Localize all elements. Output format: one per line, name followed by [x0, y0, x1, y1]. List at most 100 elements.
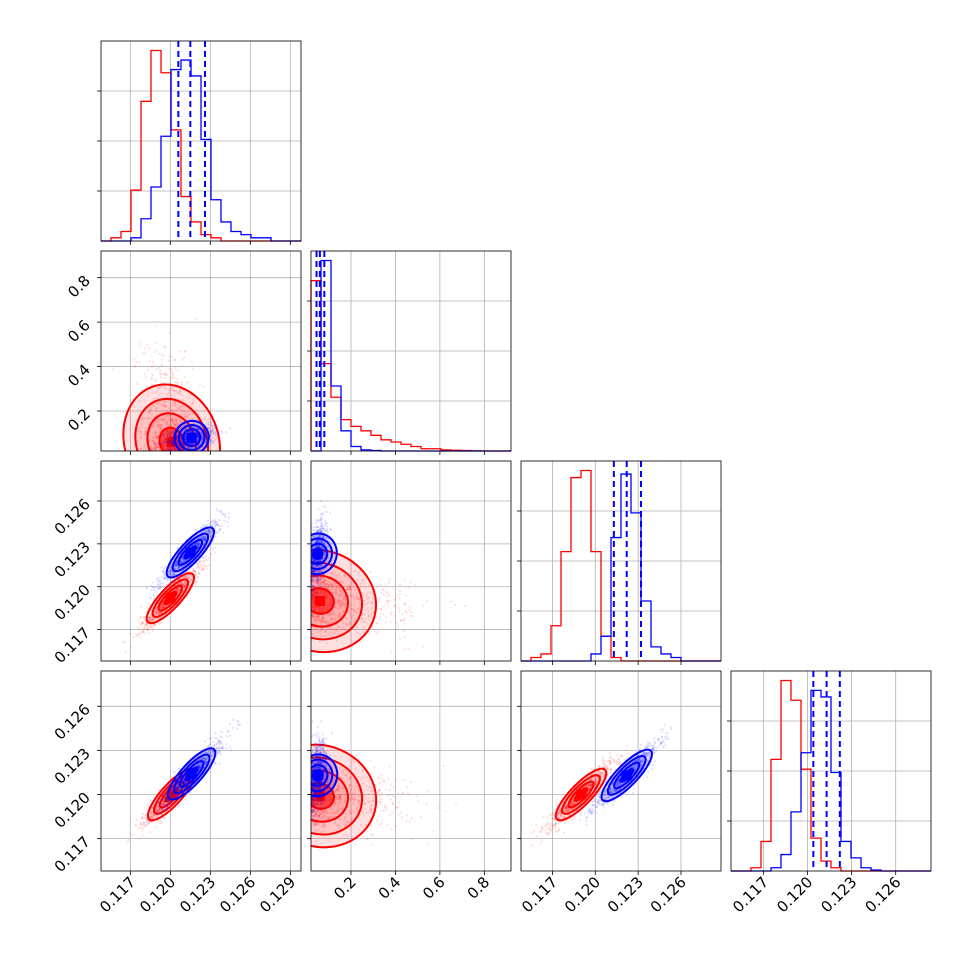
scatter-point [208, 449, 211, 451]
scatter-point [151, 629, 155, 632]
scatter-point [189, 401, 193, 404]
scatter-point [205, 432, 208, 436]
scatter-point [164, 415, 167, 418]
scatter-point [189, 430, 193, 433]
scatter-point [158, 446, 161, 449]
scatter-point [188, 426, 191, 429]
scatter-point [179, 405, 183, 408]
scatter-point [176, 440, 179, 444]
scatter-point [148, 616, 151, 619]
scatter-point [178, 387, 181, 391]
scatter-point [147, 617, 151, 620]
scatter-point [176, 588, 179, 592]
scatter-point [144, 623, 147, 626]
scatter-point [156, 436, 159, 439]
scatter-point [184, 349, 187, 352]
scatter-point [377, 630, 380, 633]
scatter-point [215, 435, 218, 438]
scatter-point [175, 436, 178, 439]
scatter-point [161, 442, 164, 445]
scatter-point [184, 435, 187, 438]
scatter-point [197, 434, 200, 438]
scatter-point [375, 616, 378, 619]
scatter-point [181, 431, 184, 434]
scatter-point [146, 628, 149, 631]
y-tick-label: 0.6 [64, 316, 94, 346]
scatter-point [154, 617, 157, 620]
scatter-point [182, 584, 185, 587]
scatter-point [450, 600, 453, 603]
scatter-point [187, 573, 190, 576]
scatter-point [174, 401, 177, 404]
scatter-point [217, 510, 220, 513]
scatter-point [161, 605, 164, 608]
scatter-point [140, 419, 143, 422]
scatter-point [222, 531, 225, 534]
scatter-point [182, 409, 186, 412]
scatter-point [213, 426, 216, 429]
scatter-point [147, 628, 150, 631]
scatter-point [220, 429, 223, 433]
scatter-point [389, 613, 393, 616]
scatter-point [129, 646, 133, 649]
scatter-point [385, 616, 388, 619]
scatter-point [153, 596, 156, 599]
scatter-point [191, 402, 194, 405]
scatter-point [139, 636, 142, 639]
panel-grid [731, 671, 931, 871]
scatter-point [175, 437, 178, 440]
scatter-point [375, 632, 378, 635]
scatter-point [144, 375, 147, 378]
scatter-point [166, 421, 169, 424]
scatter-point [148, 619, 151, 622]
scatter-point [387, 592, 390, 595]
scatter-point [225, 431, 228, 434]
scatter-point [188, 593, 191, 596]
scatter-point [135, 382, 139, 385]
scatter-point [201, 434, 204, 437]
scatter-point [175, 418, 178, 421]
scatter-point [140, 447, 143, 451]
scatter-point [160, 566, 163, 569]
scatter-point [189, 404, 193, 407]
scatter-point [142, 448, 146, 451]
scatter-point [164, 440, 167, 443]
scatter-point [178, 428, 181, 431]
scatter-point [155, 325, 158, 328]
scatter-point [123, 640, 127, 644]
scatter-point [402, 603, 406, 606]
scatter-point [154, 444, 157, 447]
scatter-point [171, 439, 174, 442]
scatter-point [173, 389, 176, 393]
scatter-point [142, 627, 145, 630]
scatter-point [183, 584, 186, 587]
scatter-point [164, 565, 167, 569]
scatter-point [169, 439, 172, 442]
scatter-point [162, 434, 165, 437]
scatter-point [159, 372, 162, 375]
scatter-point [189, 421, 192, 424]
scatter-point [180, 440, 183, 443]
scatter-point [186, 395, 189, 398]
scatter-point [184, 435, 187, 438]
scatter-point [160, 423, 163, 427]
panel-content [122, 508, 230, 654]
scatter-point [196, 433, 199, 437]
scatter-point [393, 605, 396, 608]
scatter-point [140, 622, 143, 625]
scatter-point [149, 615, 152, 618]
scatter-point [215, 531, 218, 534]
scatter-point [171, 446, 174, 449]
scatter-point [185, 574, 188, 578]
scatter-point [191, 570, 194, 573]
scatter-point [212, 431, 215, 434]
scatter-point [369, 570, 372, 573]
scatter-point [138, 632, 141, 635]
scatter-point [149, 408, 153, 411]
scatter-point [172, 387, 175, 390]
scatter-point [185, 415, 188, 419]
scatter-point [197, 572, 200, 575]
scatter-point [188, 576, 191, 579]
scatter-point [167, 441, 170, 444]
scatter-point [172, 445, 175, 448]
